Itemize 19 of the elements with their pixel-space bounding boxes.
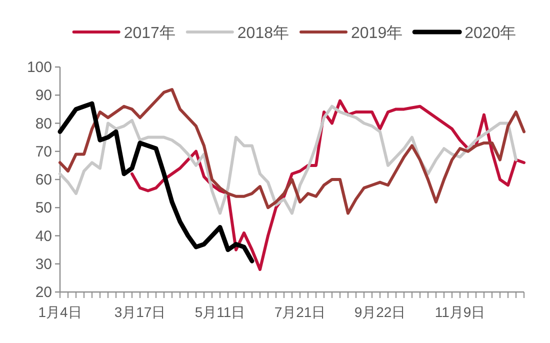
x-tick-label: 9月22日	[354, 304, 406, 320]
y-tick-label: 70	[35, 143, 52, 160]
x-tick-label: 7月21日	[274, 304, 326, 320]
y-tick-label: 60	[35, 172, 52, 188]
legend-label: 2017年	[124, 25, 176, 42]
y-tick-label: 40	[35, 228, 52, 245]
legend-label: 2019年	[351, 25, 403, 42]
legend-label: 2018年	[237, 25, 289, 42]
y-tick-label: 20	[35, 284, 52, 301]
y-tick-label: 90	[35, 87, 52, 104]
x-tick-label: 3月17日	[114, 304, 166, 320]
y-tick-label: 100	[26, 59, 52, 76]
x-tick-label: 5月11日	[194, 304, 246, 320]
y-tick-label: 30	[35, 256, 52, 273]
x-tick-label: 11月9日	[434, 304, 486, 320]
y-tick-label: 50	[35, 200, 52, 217]
y-tick-label: 80	[35, 115, 52, 132]
legend-label: 2020年	[464, 25, 516, 42]
x-tick-label: 1月4日	[38, 304, 82, 320]
